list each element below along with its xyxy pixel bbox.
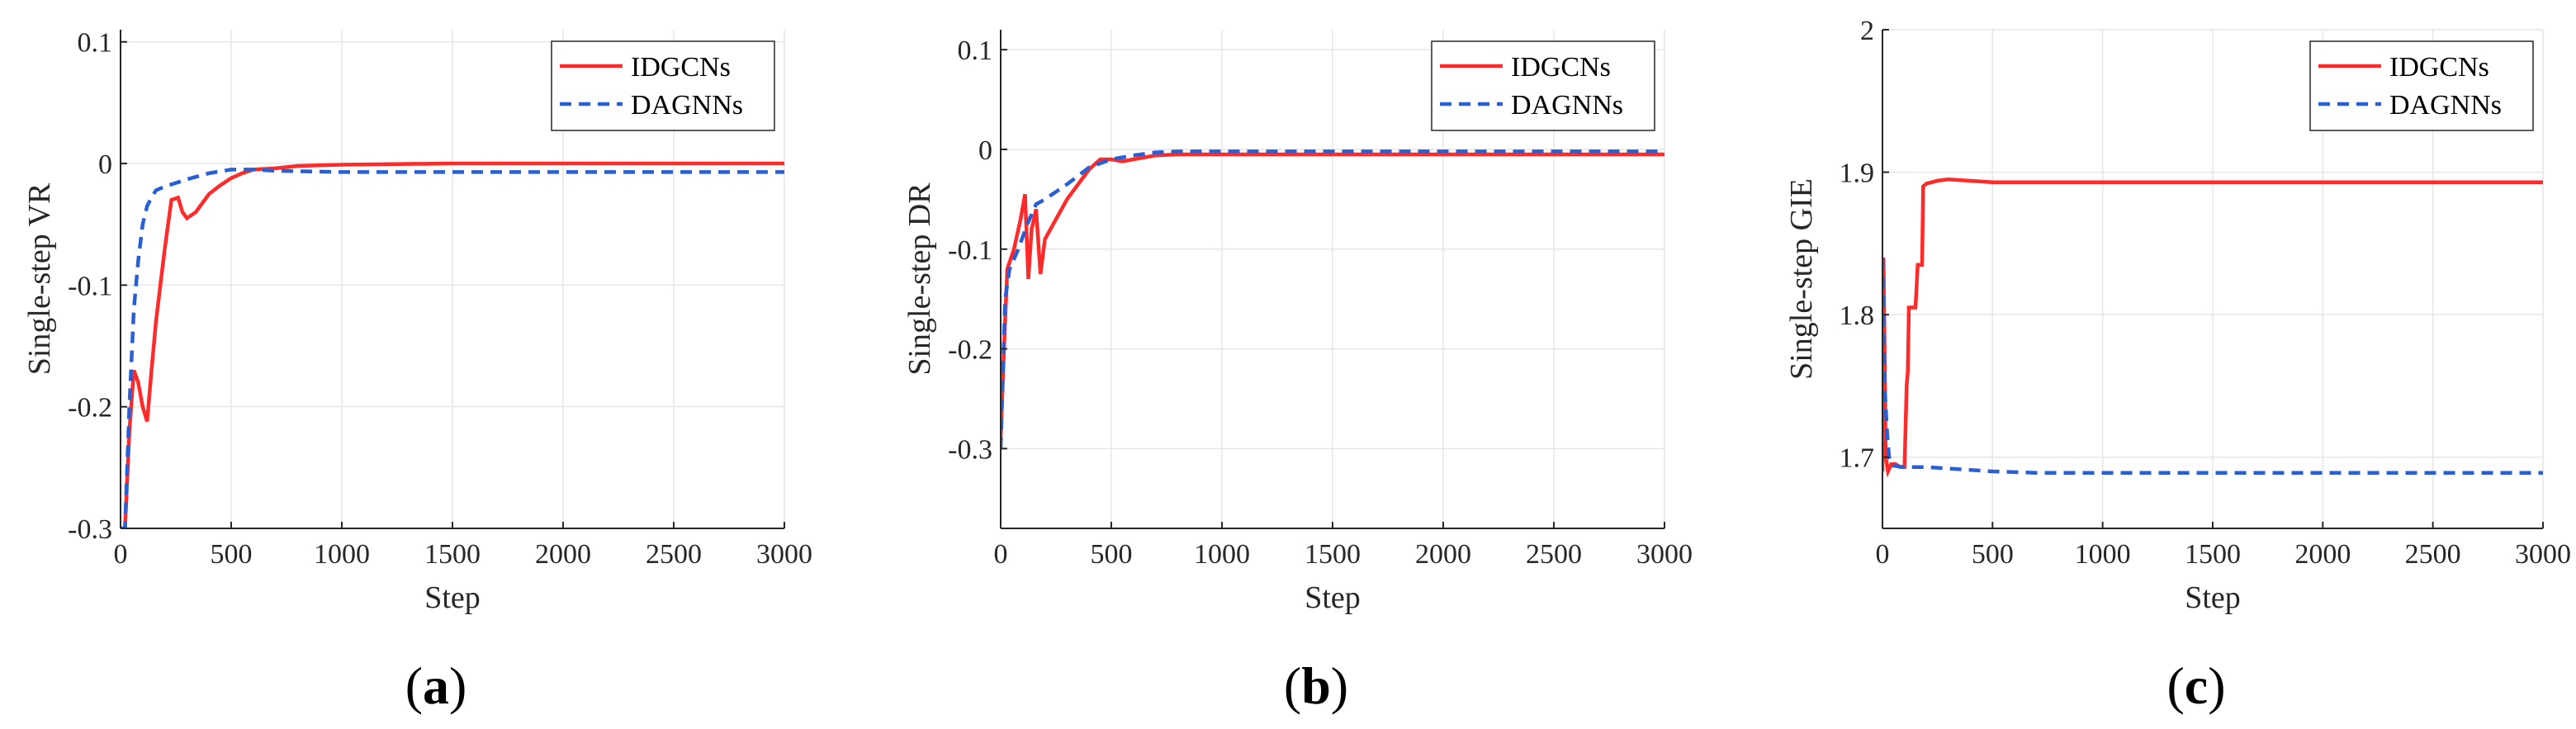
y-tick-label: 2 — [1860, 16, 1874, 46]
y-tick-label: 0 — [978, 135, 992, 166]
x-tick-label: 3000 — [2515, 539, 2571, 570]
y-tick-label: -0.3 — [948, 434, 992, 465]
panel-b-caption: (b) — [1284, 656, 1348, 715]
legend-label-idgcns: IDGCNs — [631, 52, 731, 83]
panel-a: (a) 0 500 1000 1500 2000 2500 3000 -0.3 -0.2 -0.1… — [22, 28, 812, 715]
y-tick-label: 0.1 — [958, 36, 993, 66]
x-tick-label: 2000 — [535, 539, 591, 570]
legend-label-idgcns: IDGCNs — [1511, 52, 1611, 83]
panel-c-caption: (c) — [2166, 656, 2225, 715]
x-tick-label: 1500 — [2185, 539, 2241, 570]
series-line-idgcns — [1882, 177, 2543, 478]
x-tick-label: 2500 — [646, 539, 702, 570]
x-tick-label: 0 — [994, 539, 1008, 570]
y-axis-label: Single-step VR — [22, 182, 57, 375]
panel-b: (b) 0 500 1000 1500 2000 2500 3000 -0.3 -0.2 -0.1… — [902, 30, 1693, 715]
legend-label-dagnns: DAGNNs — [631, 90, 743, 121]
y-axis-label: Single-step GIE — [1784, 178, 1819, 380]
x-tick-label: 500 — [1972, 539, 2014, 570]
x-axis-label: Step — [1305, 580, 1361, 615]
panel-c: (c) 0 500 1000 1500 2000 2500 3000 1.7 1.8 1.9 2 St… — [1784, 16, 2571, 715]
x-tick-label: 1000 — [314, 539, 370, 570]
y-tick-label: -0.2 — [948, 335, 992, 366]
legend-box — [1431, 40, 1655, 131]
x-axis-label: Step — [2185, 580, 2241, 615]
y-tick-label: 1.7 — [1840, 443, 1875, 474]
x-tick-label: 1000 — [2075, 539, 2131, 570]
y-tick-label: 0.1 — [78, 28, 113, 59]
x-tick-label: 0 — [114, 539, 128, 570]
legend-box — [2309, 40, 2534, 131]
x-tick-label: 500 — [211, 539, 253, 570]
y-tick-label: 1.8 — [1840, 301, 1875, 331]
x-tick-label: 500 — [1091, 539, 1133, 570]
x-tick-label: 3000 — [1636, 539, 1693, 570]
legend-label-idgcns: IDGCNs — [2389, 52, 2489, 83]
x-tick-label: 3000 — [756, 539, 812, 570]
x-tick-label: 2500 — [1526, 539, 1582, 570]
x-tick-label: 1000 — [1194, 539, 1250, 570]
y-tick-label: 0 — [98, 149, 112, 180]
x-tick-label: 0 — [1876, 539, 1890, 570]
series-line-dagnns — [1001, 149, 1664, 449]
x-axis-label: Step — [424, 580, 481, 615]
x-tick-label: 2500 — [2405, 539, 2461, 570]
series-line-idgcns — [121, 161, 784, 528]
x-tick-label: 1500 — [1305, 539, 1361, 570]
y-tick-label: -0.1 — [948, 235, 992, 266]
x-tick-label: 1500 — [424, 539, 481, 570]
legend-label-dagnns: DAGNNs — [2389, 90, 2502, 121]
legend-label-dagnns: DAGNNs — [1511, 90, 1623, 121]
series-line-idgcns — [1001, 152, 1664, 439]
series-line-dagnns — [1882, 258, 2543, 475]
legend-box — [551, 40, 775, 131]
x-tick-label: 2000 — [2294, 539, 2351, 570]
y-tick-label: -0.3 — [68, 514, 112, 545]
y-tick-label: -0.1 — [68, 271, 112, 301]
panel-a-caption: (a) — [405, 656, 467, 715]
y-axis-label: Single-step DR — [902, 182, 937, 376]
y-tick-label: -0.2 — [68, 393, 112, 424]
y-tick-label: 1.9 — [1840, 159, 1875, 189]
x-tick-label: 2000 — [1415, 539, 1471, 570]
